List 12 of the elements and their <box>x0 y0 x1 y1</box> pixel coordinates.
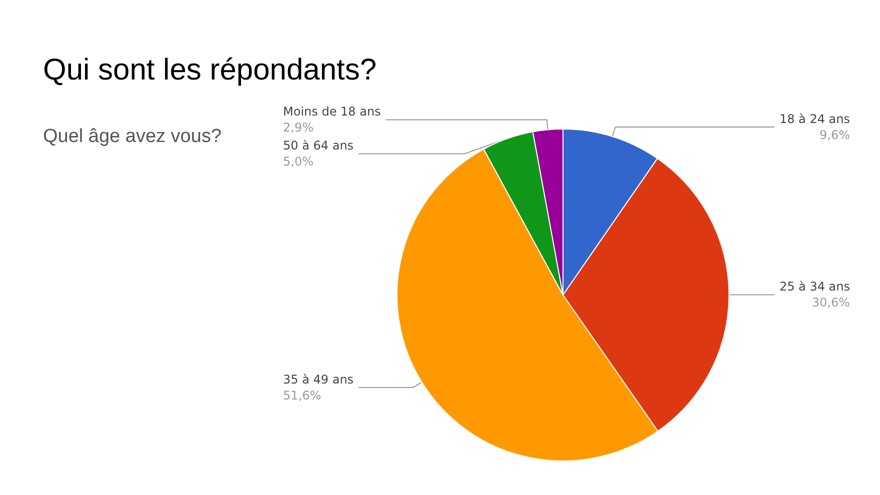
data-label: 5,0% <box>283 154 314 169</box>
text: Quel âge avez vous? <box>43 126 222 147</box>
data-label: 51,6% <box>283 388 322 402</box>
slice-label: 25 à 34 ans <box>779 280 850 294</box>
slice-label: Moins de 18 ans <box>283 104 381 119</box>
data-label: 2,9% <box>283 120 314 135</box>
data-label: 30,6% <box>812 296 850 310</box>
chart-title: Qui sont les répondants? <box>43 54 377 86</box>
slice-label: 50 à 64 ans <box>283 138 354 153</box>
slice-label: 18 à 24 ans <box>779 112 850 126</box>
slice-label: 35 à 49 ans <box>283 372 354 386</box>
data-label: 9,6% <box>820 128 850 142</box>
